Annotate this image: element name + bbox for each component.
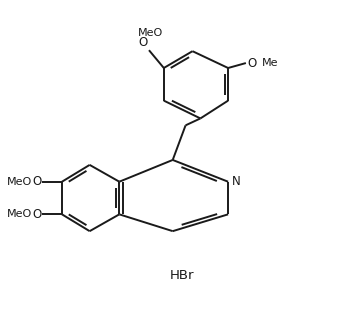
Text: MeO: MeO bbox=[7, 177, 32, 187]
Text: O: O bbox=[32, 208, 41, 221]
Text: MeO: MeO bbox=[138, 28, 164, 38]
Text: O: O bbox=[248, 56, 257, 70]
Text: N: N bbox=[232, 175, 241, 188]
Text: O: O bbox=[139, 36, 148, 49]
Text: Me: Me bbox=[262, 58, 278, 68]
Text: MeO: MeO bbox=[7, 209, 32, 219]
Text: O: O bbox=[32, 175, 41, 188]
Text: HBr: HBr bbox=[169, 269, 194, 282]
